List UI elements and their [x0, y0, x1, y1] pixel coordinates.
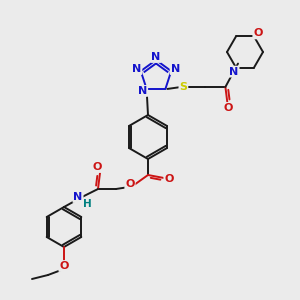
Text: O: O: [59, 261, 69, 271]
Text: N: N: [152, 52, 160, 62]
Text: O: O: [224, 103, 233, 113]
Text: N: N: [132, 64, 141, 74]
Text: N: N: [230, 67, 238, 76]
Text: N: N: [171, 64, 180, 74]
Text: H: H: [82, 199, 91, 209]
Text: S: S: [179, 82, 188, 92]
Text: O: O: [253, 28, 263, 38]
Text: O: O: [164, 174, 174, 184]
Text: O: O: [125, 179, 135, 189]
Text: N: N: [138, 86, 147, 96]
Text: O: O: [92, 162, 102, 172]
Text: N: N: [74, 192, 82, 202]
